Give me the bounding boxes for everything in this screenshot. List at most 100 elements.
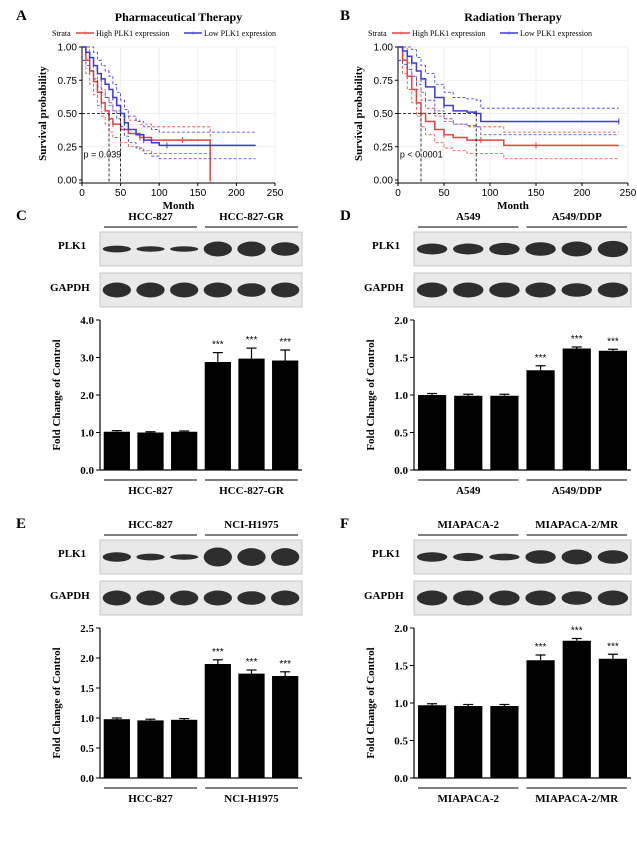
panel-letter-D: D [340, 208, 351, 224]
group-header-1: HCC-827 [128, 211, 173, 223]
bar [204, 664, 231, 778]
y-tick-label: 2.0 [394, 623, 408, 635]
plk1-blot-band [170, 554, 199, 560]
significance-mark: *** [535, 353, 547, 364]
y-tick-label: 0.5 [394, 736, 408, 748]
gapdh-blot-band [136, 590, 165, 606]
gapdh-blot-membrane [99, 580, 303, 616]
plk1-blot-band [525, 550, 556, 564]
gapdh-blot-band [102, 590, 131, 606]
group-footer-2: HCC-827-GR [219, 485, 285, 497]
y-axis-label: Fold Change of Control [365, 339, 377, 450]
y-axis-label: Fold Change of Control [51, 647, 63, 758]
gapdh-blot-band [597, 282, 629, 298]
ci-upper-low [82, 46, 256, 133]
plk1-blot-band [416, 243, 448, 255]
bar [417, 395, 447, 470]
x-tick-label: 150 [189, 188, 206, 199]
group-footer-1: HCC-827 [128, 793, 173, 805]
group-header-2: NCI-H1975 [224, 519, 279, 531]
plk1-blot-band [271, 242, 300, 256]
bar [526, 660, 555, 778]
chart-title: Radiation Therapy [464, 10, 561, 24]
panel-letter-E: E [16, 516, 26, 532]
y-tick-label: 3.0 [80, 353, 94, 365]
x-tick-label: 250 [267, 188, 284, 199]
survival-curve-high [398, 46, 619, 147]
plk1-blot-membrane [99, 539, 303, 575]
bar [137, 720, 164, 778]
plk1-blot-band [102, 245, 131, 253]
gapdh-blot-band [453, 590, 484, 606]
x-axis-label: Month [497, 200, 529, 212]
gapdh-blot-band [416, 590, 448, 606]
y-tick-label: 1.5 [80, 683, 94, 695]
y-axis-label: Fold Change of Control [51, 339, 63, 450]
significance-mark: *** [246, 657, 258, 668]
blot-label-plk1: PLK1 [58, 240, 86, 252]
gapdh-blot-band [489, 590, 520, 606]
gapdh-blot-band [237, 591, 266, 605]
ci-upper-high [398, 46, 619, 133]
bar [562, 348, 591, 470]
gapdh-blot-band [561, 283, 592, 297]
legend-high-cross: + [399, 29, 404, 38]
plk1-blot-band [237, 548, 266, 566]
plk1-blot-band [416, 552, 448, 562]
plk1-blot-band [561, 241, 592, 257]
gapdh-blot-band [136, 282, 165, 298]
plk1-blot-band [525, 242, 556, 256]
ci-lower-low [398, 59, 619, 136]
bar [171, 431, 198, 470]
group-footer-1: MIAPACA-2 [437, 793, 499, 805]
bar [238, 673, 265, 778]
gapdh-blot-band [170, 590, 199, 606]
significance-mark: *** [279, 337, 291, 348]
bar [490, 706, 519, 778]
gapdh-blot-band [102, 282, 131, 298]
bar [562, 640, 591, 778]
plk1-blot-band [489, 242, 520, 256]
bar [137, 432, 164, 470]
y-tick-label: 2.5 [80, 623, 94, 635]
y-tick-label: 0.0 [394, 773, 408, 785]
blot-label-gapdh: GAPDH [364, 282, 404, 294]
y-tick-label: 0.0 [394, 465, 408, 477]
gapdh-blot-band [525, 282, 556, 298]
y-tick-label: 2.0 [80, 653, 94, 665]
significance-mark: *** [212, 340, 224, 351]
y-tick-label: 1.0 [394, 390, 408, 402]
plk1-blot-band [170, 246, 199, 252]
legend-strata-label: Strata [52, 29, 71, 38]
gapdh-blot-band [597, 590, 629, 606]
y-tick-label: 0.00 [58, 176, 78, 187]
panel-letter-F: F [340, 516, 349, 532]
group-footer-2: MIAPACA-2/MR [535, 793, 619, 805]
plk1-blot-band [453, 243, 484, 255]
y-tick-label: 0.50 [58, 109, 78, 120]
gapdh-blot-band [416, 282, 448, 298]
group-footer-2: NCI-H1975 [224, 793, 279, 805]
legend-low-label: Low PLK1 expression [520, 29, 592, 38]
plk1-blot-band [136, 246, 165, 252]
x-tick-label: 250 [620, 188, 637, 199]
significance-mark: *** [607, 336, 619, 347]
significance-mark: *** [246, 335, 258, 346]
blot-label-gapdh: GAPDH [364, 590, 404, 602]
bar [204, 362, 231, 470]
y-tick-label: 1.5 [394, 353, 408, 365]
blot-label-plk1: PLK1 [58, 548, 86, 560]
plk1-blot-band [561, 549, 592, 565]
y-axis-label: Fold Change of Control [365, 647, 377, 758]
y-axis-label: Survival probability [353, 66, 365, 161]
y-tick-label: 2.0 [394, 315, 408, 327]
group-header-2: MIAPACA-2/MR [535, 519, 619, 531]
legend-strata-label: Strata [368, 29, 387, 38]
chart-title: Pharmaceutical Therapy [115, 10, 242, 24]
x-tick-label: 100 [151, 188, 168, 199]
plk1-blot-band [597, 550, 629, 564]
bar [171, 719, 198, 778]
gapdh-blot-band [453, 282, 484, 298]
bar [103, 431, 130, 470]
bar [490, 395, 519, 470]
